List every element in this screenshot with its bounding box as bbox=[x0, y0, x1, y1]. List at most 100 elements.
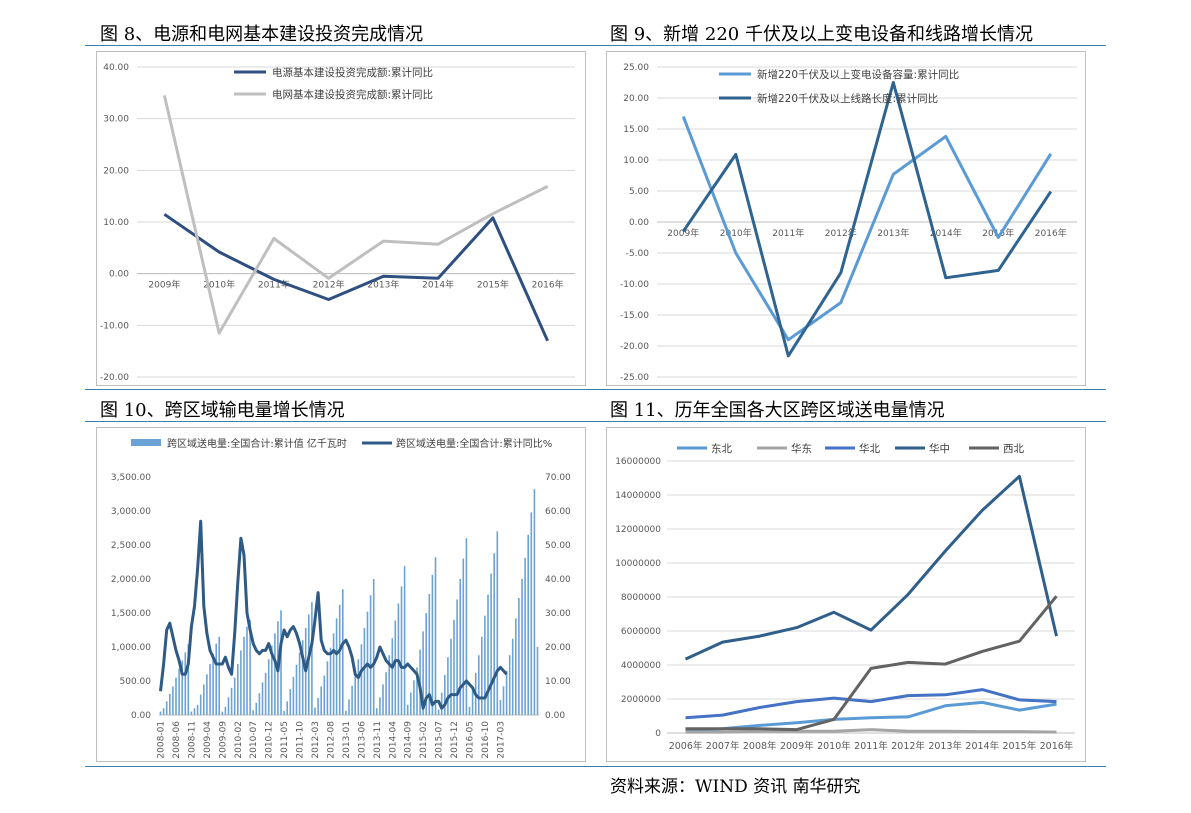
bar bbox=[360, 644, 363, 715]
x-tick-label: 2008-11 bbox=[187, 721, 197, 759]
y-tick-label: -20.00 bbox=[620, 342, 649, 352]
fig8-chart-panel: 40.00 30.00 20.00 10.00 0.00 -10.00 -20.00 2009… bbox=[96, 51, 586, 386]
series-line-1 bbox=[163, 213, 549, 342]
fig10-chart-panel: 3,500.00 3,000.00 2,500.00 2,000.00 1,500.00… bbox=[96, 427, 586, 762]
bar bbox=[345, 710, 347, 715]
bar bbox=[410, 692, 412, 715]
y-tick-label: -10.00 bbox=[100, 321, 129, 331]
bar bbox=[271, 645, 273, 715]
y-left-tick-label: 1,500.00 bbox=[111, 609, 151, 619]
bar bbox=[453, 619, 455, 715]
fig11-chart: 16000000 14000000 12000000 10000000 8000000 6… bbox=[615, 442, 1075, 752]
bar bbox=[274, 633, 276, 715]
bar bbox=[524, 557, 526, 715]
bar bbox=[258, 693, 261, 715]
bar bbox=[536, 647, 539, 715]
y-left-tick-label: 1,000.00 bbox=[111, 643, 151, 653]
legend-label-3: 华北 bbox=[859, 442, 880, 455]
bar bbox=[456, 599, 458, 715]
fig11-chart-panel: 16000000 14000000 12000000 10000000 8000000 6… bbox=[606, 427, 1086, 762]
bar bbox=[221, 711, 224, 715]
fig11-title: 图 11、历年全国各大区跨区域送电量情况 bbox=[610, 400, 945, 421]
bar bbox=[481, 636, 483, 715]
y-right-tick-label: 10.00 bbox=[545, 677, 571, 687]
bar bbox=[184, 652, 187, 715]
y-right-tick-label: 60.00 bbox=[545, 507, 571, 517]
x-tick-label: 2016年 bbox=[1040, 740, 1074, 752]
y-right-tick-label: 20.00 bbox=[545, 643, 571, 653]
bar bbox=[533, 489, 536, 715]
bar bbox=[508, 655, 511, 715]
fig9-chart: 25.00 20.00 15.00 10.00 5.00 0.00 -5.00 -10.00 -… bbox=[620, 63, 1077, 383]
bar bbox=[264, 672, 267, 715]
y-tick-label: -10.00 bbox=[620, 280, 649, 290]
bar bbox=[317, 698, 319, 715]
bar bbox=[376, 708, 378, 715]
y-tick-label: 20.00 bbox=[623, 94, 649, 104]
bar bbox=[332, 633, 335, 715]
x-tick-label: 2012年 bbox=[825, 227, 857, 239]
bar bbox=[237, 664, 239, 715]
bar bbox=[422, 631, 424, 715]
bar bbox=[428, 594, 431, 715]
bar bbox=[301, 640, 304, 715]
legend-label-bar: 跨区域送电量:全国合计:累计值 亿千瓦时 bbox=[167, 437, 347, 450]
bar bbox=[218, 636, 220, 715]
fig9-title: 图 9、新增 220 千伏及以上变电设备和线路增长情况 bbox=[610, 24, 1033, 45]
bar bbox=[243, 636, 245, 715]
bar bbox=[295, 664, 298, 715]
bar bbox=[283, 710, 285, 715]
y-tick-label: 30.00 bbox=[103, 115, 129, 125]
x-tick-label: 2008年 bbox=[743, 740, 777, 752]
fig8-chart: 40.00 30.00 20.00 10.00 0.00 -10.00 -20.00 2009… bbox=[100, 63, 575, 383]
bar bbox=[425, 613, 427, 715]
x-tick-label: 2009年 bbox=[780, 740, 814, 752]
bar bbox=[329, 647, 332, 715]
x-tick-label: 2015-02 bbox=[419, 721, 429, 759]
bar bbox=[209, 664, 211, 715]
bar bbox=[490, 573, 492, 715]
bar bbox=[487, 594, 489, 715]
bar bbox=[165, 701, 168, 715]
bar bbox=[206, 674, 208, 715]
bar bbox=[230, 687, 233, 715]
bar bbox=[215, 643, 217, 715]
bar bbox=[499, 700, 502, 715]
x-tick-label: 2014-09 bbox=[404, 721, 414, 759]
x-tick-label: 2015年 bbox=[477, 279, 509, 291]
bar bbox=[335, 618, 338, 715]
bar bbox=[203, 684, 205, 715]
x-tick-label: 2009-09 bbox=[218, 721, 228, 759]
bar bbox=[382, 684, 384, 715]
bar bbox=[181, 660, 183, 715]
y-right-tick-label: 50.00 bbox=[545, 541, 571, 551]
bar bbox=[478, 655, 480, 715]
x-tick-label: 2011年 bbox=[772, 227, 804, 239]
y-tick-label: 5.00 bbox=[629, 187, 649, 197]
bar bbox=[471, 689, 474, 715]
bar bbox=[280, 610, 282, 715]
y-right-tick-label: 30.00 bbox=[545, 609, 571, 619]
x-tick-label: 2013-11 bbox=[373, 721, 383, 759]
legend-label-line: 跨区域送电量:全国合计:累计同比% bbox=[396, 437, 552, 450]
bar bbox=[178, 668, 180, 715]
x-tick-label: 2016年 bbox=[1035, 227, 1067, 239]
x-tick-label: 2009年 bbox=[667, 227, 699, 239]
y-tick-label: 10.00 bbox=[103, 218, 129, 228]
legend-label-2: 电网基本建设投资完成额:累计同比 bbox=[272, 88, 433, 101]
y-tick-label: 0 bbox=[655, 729, 661, 739]
bar bbox=[320, 686, 322, 715]
y-tick-label: 14000000 bbox=[615, 491, 661, 501]
x-tick-label: 2011-05 bbox=[280, 721, 290, 759]
legend-label-1: 东北 bbox=[711, 442, 732, 455]
bar bbox=[413, 680, 415, 715]
bar bbox=[484, 615, 486, 715]
y-left-tick-label: 3,000.00 bbox=[111, 507, 151, 517]
x-tick-label: 2010-12 bbox=[265, 721, 275, 759]
series-line-4 bbox=[684, 474, 1058, 661]
bar bbox=[444, 674, 446, 715]
bar bbox=[459, 579, 461, 715]
x-tick-label: 2013-06 bbox=[357, 721, 367, 759]
fig9-chart-panel: 25.00 20.00 15.00 10.00 5.00 0.00 -5.00 -10.00 -… bbox=[606, 51, 1086, 386]
x-tick-label: 2009-04 bbox=[203, 721, 213, 759]
